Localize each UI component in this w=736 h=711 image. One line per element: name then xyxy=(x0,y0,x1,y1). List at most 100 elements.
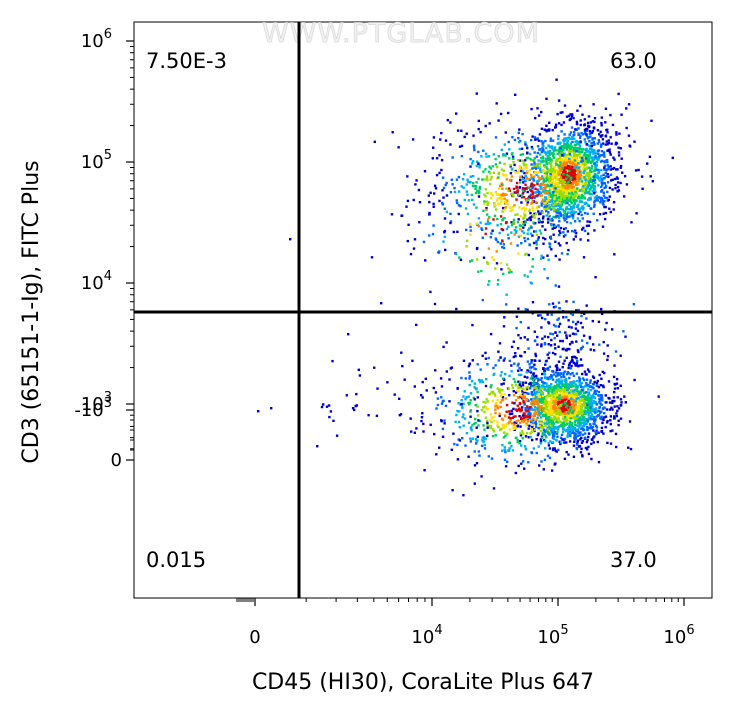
event-dot xyxy=(477,150,480,154)
event-dot xyxy=(557,153,561,156)
event-dot xyxy=(576,320,580,324)
event-dot xyxy=(561,438,564,441)
event-dot xyxy=(547,158,550,161)
event-dot xyxy=(578,426,581,429)
event-dot xyxy=(563,227,566,231)
event-dot xyxy=(453,186,456,190)
event-dot xyxy=(566,252,569,256)
event-dot xyxy=(587,183,590,187)
event-dot xyxy=(530,398,533,401)
event-dot xyxy=(551,302,555,305)
event-dot xyxy=(563,194,566,197)
event-dot xyxy=(577,212,580,216)
event-dot xyxy=(562,347,565,350)
event-dot xyxy=(443,422,446,425)
event-dot xyxy=(572,405,575,408)
event-dot xyxy=(544,237,547,241)
event-dot xyxy=(575,173,578,177)
event-dot xyxy=(477,419,480,422)
event-dot xyxy=(559,442,562,446)
event-dot xyxy=(565,161,568,164)
event-dot xyxy=(489,386,492,389)
event-dot xyxy=(560,433,564,436)
event-dot xyxy=(517,235,521,238)
event-dot xyxy=(441,203,444,206)
event-dot xyxy=(478,419,482,423)
event-dot xyxy=(565,441,568,444)
event-dot xyxy=(456,230,459,233)
event-dot xyxy=(573,194,577,197)
event-dot xyxy=(566,189,569,192)
event-dot xyxy=(407,223,410,226)
event-dot xyxy=(553,447,556,450)
event-dot xyxy=(547,177,550,180)
event-dot xyxy=(440,420,443,423)
event-dot xyxy=(539,438,543,441)
event-dot xyxy=(587,413,590,417)
event-dot xyxy=(554,438,558,441)
event-dot xyxy=(587,155,590,158)
event-dot xyxy=(556,214,560,218)
event-dot xyxy=(557,134,560,138)
event-dot xyxy=(438,199,441,203)
quadrant-label-upper-right: 63.0 xyxy=(610,49,657,73)
event-dot xyxy=(502,272,505,276)
event-dot xyxy=(520,387,524,390)
event-dot xyxy=(476,189,479,193)
event-dot xyxy=(548,175,551,178)
event-dot xyxy=(458,425,462,429)
event-dot xyxy=(577,396,580,400)
event-dot xyxy=(555,184,558,187)
event-dot xyxy=(532,403,535,407)
event-dot xyxy=(527,427,530,430)
event-dot xyxy=(533,151,536,154)
event-dot xyxy=(596,177,599,180)
event-dot xyxy=(571,313,575,317)
event-dot xyxy=(552,424,555,427)
event-dot xyxy=(548,433,551,436)
event-dot xyxy=(579,238,582,241)
event-dot xyxy=(521,178,525,181)
event-dot xyxy=(574,437,578,440)
event-dot xyxy=(589,379,592,382)
event-dot xyxy=(558,425,562,428)
event-dot xyxy=(524,165,528,168)
event-dot xyxy=(568,421,572,424)
event-dot xyxy=(528,227,531,230)
event-dot xyxy=(496,197,500,200)
event-dot xyxy=(589,184,592,188)
event-dot xyxy=(495,401,498,404)
event-dot xyxy=(503,458,507,461)
event-dot xyxy=(609,113,612,117)
event-dot xyxy=(564,162,567,165)
event-dot xyxy=(557,378,561,381)
event-dot xyxy=(521,393,524,396)
event-dot xyxy=(517,464,520,468)
event-dot xyxy=(671,156,674,160)
event-dot xyxy=(575,397,578,400)
event-dot xyxy=(586,232,590,235)
event-dot xyxy=(541,170,544,173)
event-dot xyxy=(601,407,605,410)
event-dot xyxy=(536,335,539,339)
event-dot xyxy=(549,235,552,238)
event-dot xyxy=(486,191,489,195)
event-dot xyxy=(503,174,506,177)
event-dot xyxy=(560,168,563,172)
event-dot xyxy=(598,411,602,415)
event-dot xyxy=(572,154,575,158)
event-dot xyxy=(473,386,476,389)
event-dot xyxy=(422,422,425,426)
event-dot xyxy=(598,373,601,377)
event-dot xyxy=(529,383,532,386)
event-dot xyxy=(547,386,551,390)
event-dot xyxy=(576,109,579,112)
event-dot xyxy=(557,385,560,388)
event-dot xyxy=(539,153,542,156)
event-dot xyxy=(608,195,611,198)
event-dot xyxy=(575,357,578,360)
event-dot xyxy=(541,316,544,320)
event-dot xyxy=(467,455,470,458)
event-dot xyxy=(471,259,474,262)
event-dot xyxy=(604,107,608,110)
